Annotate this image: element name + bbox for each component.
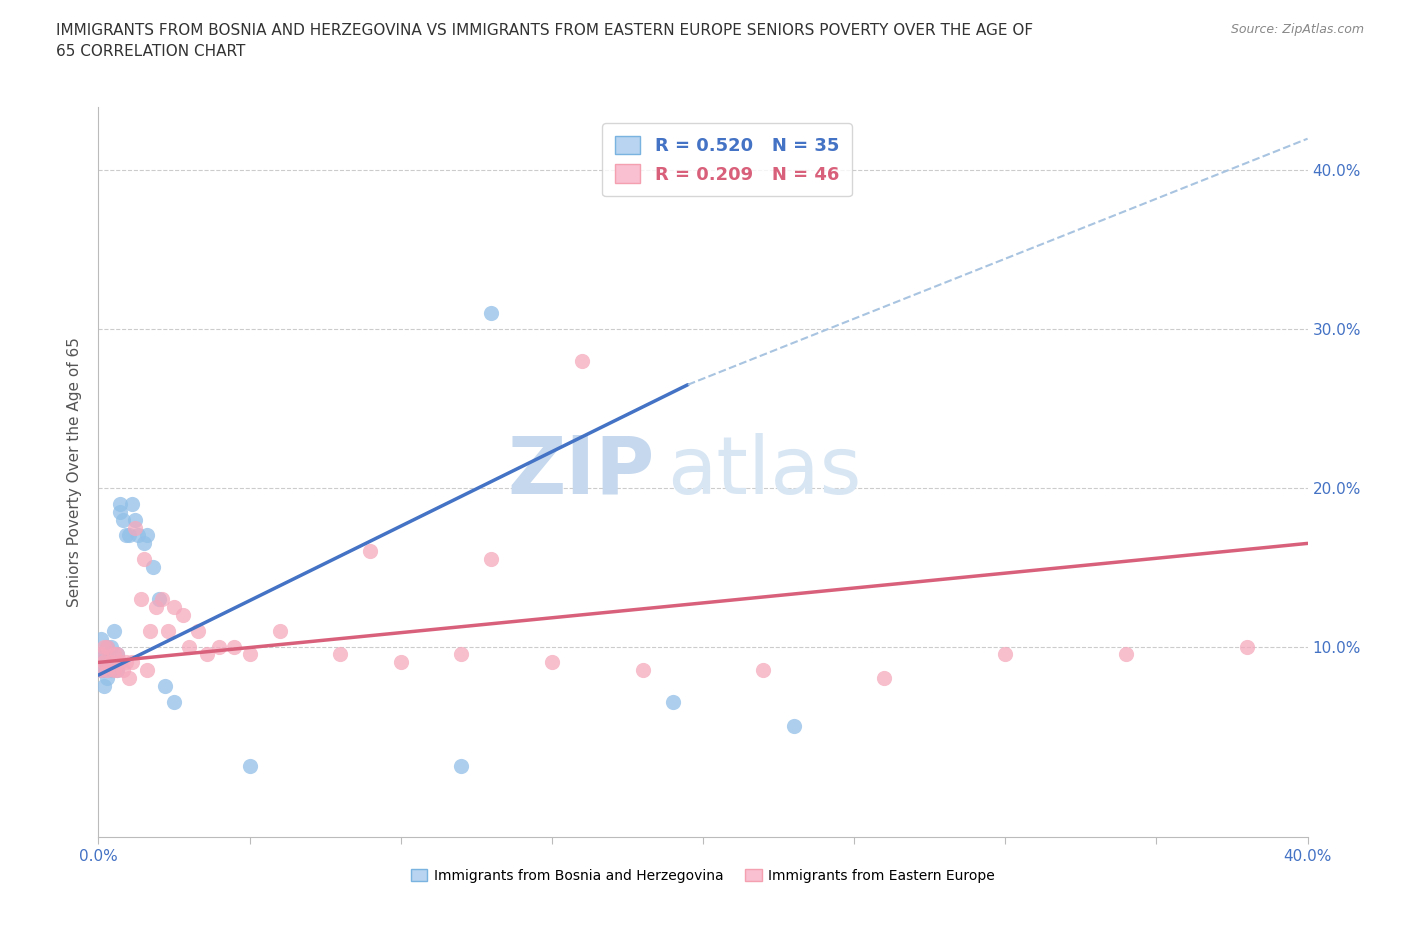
- Point: [783, 719, 806, 734]
- Point: [450, 647, 472, 662]
- Point: [121, 655, 143, 670]
- Point: [269, 623, 291, 638]
- Point: [389, 655, 412, 670]
- Point: [124, 512, 146, 527]
- Point: [179, 639, 201, 654]
- Point: [96, 639, 118, 654]
- Point: [1115, 647, 1137, 662]
- Y-axis label: Seniors Poverty Over the Age of 65: Seniors Poverty Over the Age of 65: [67, 337, 83, 607]
- Point: [142, 560, 165, 575]
- Point: [661, 695, 683, 710]
- Point: [111, 663, 134, 678]
- Point: [329, 647, 352, 662]
- Point: [114, 655, 136, 670]
- Point: [93, 663, 115, 678]
- Point: [224, 639, 246, 654]
- Point: [96, 671, 118, 685]
- Point: [114, 528, 136, 543]
- Point: [1236, 639, 1258, 654]
- Point: [90, 631, 112, 646]
- Point: [103, 623, 125, 638]
- Point: [132, 536, 155, 551]
- Point: [172, 607, 194, 622]
- Point: [752, 663, 775, 678]
- Point: [100, 655, 122, 670]
- Point: [118, 528, 141, 543]
- Point: [135, 663, 157, 678]
- Point: [108, 504, 131, 519]
- Point: [481, 306, 503, 321]
- Point: [994, 647, 1017, 662]
- Text: ZIP: ZIP: [508, 433, 655, 511]
- Point: [105, 647, 128, 662]
- Point: [93, 679, 115, 694]
- Point: [129, 591, 152, 606]
- Legend: Immigrants from Bosnia and Herzegovina, Immigrants from Eastern Europe: Immigrants from Bosnia and Herzegovina, …: [405, 863, 1001, 888]
- Point: [127, 528, 149, 543]
- Point: [163, 600, 186, 615]
- Point: [108, 497, 131, 512]
- Point: [108, 655, 131, 670]
- Point: [93, 647, 115, 662]
- Point: [90, 663, 112, 678]
- Point: [96, 639, 118, 654]
- Point: [208, 639, 231, 654]
- Point: [90, 663, 112, 678]
- Text: atlas: atlas: [666, 433, 860, 511]
- Point: [631, 663, 654, 678]
- Point: [103, 655, 125, 670]
- Point: [100, 663, 122, 678]
- Point: [105, 663, 128, 678]
- Point: [105, 663, 128, 678]
- Point: [96, 655, 118, 670]
- Point: [195, 647, 218, 662]
- Point: [90, 647, 112, 662]
- Point: [145, 600, 167, 615]
- Point: [103, 647, 125, 662]
- Point: [118, 671, 141, 685]
- Point: [111, 512, 134, 527]
- Point: [239, 758, 262, 773]
- Point: [239, 647, 262, 662]
- Point: [153, 679, 176, 694]
- Point: [540, 655, 562, 670]
- Point: [150, 591, 173, 606]
- Point: [100, 639, 122, 654]
- Point: [139, 623, 162, 638]
- Point: [96, 663, 118, 678]
- Point: [103, 663, 125, 678]
- Point: [135, 528, 157, 543]
- Point: [360, 544, 382, 559]
- Point: [90, 655, 112, 670]
- Text: IMMIGRANTS FROM BOSNIA AND HERZEGOVINA VS IMMIGRANTS FROM EASTERN EUROPE SENIORS: IMMIGRANTS FROM BOSNIA AND HERZEGOVINA V…: [56, 23, 1033, 38]
- Point: [148, 591, 170, 606]
- Point: [132, 551, 155, 566]
- Point: [571, 353, 593, 368]
- Point: [90, 647, 112, 662]
- Point: [450, 758, 472, 773]
- Point: [93, 655, 115, 670]
- Text: 65 CORRELATION CHART: 65 CORRELATION CHART: [56, 44, 246, 59]
- Point: [93, 639, 115, 654]
- Point: [121, 497, 143, 512]
- Point: [187, 623, 209, 638]
- Point: [156, 623, 179, 638]
- Point: [481, 551, 503, 566]
- Point: [163, 695, 186, 710]
- Point: [105, 647, 128, 662]
- Point: [873, 671, 896, 685]
- Text: Source: ZipAtlas.com: Source: ZipAtlas.com: [1230, 23, 1364, 36]
- Point: [124, 520, 146, 535]
